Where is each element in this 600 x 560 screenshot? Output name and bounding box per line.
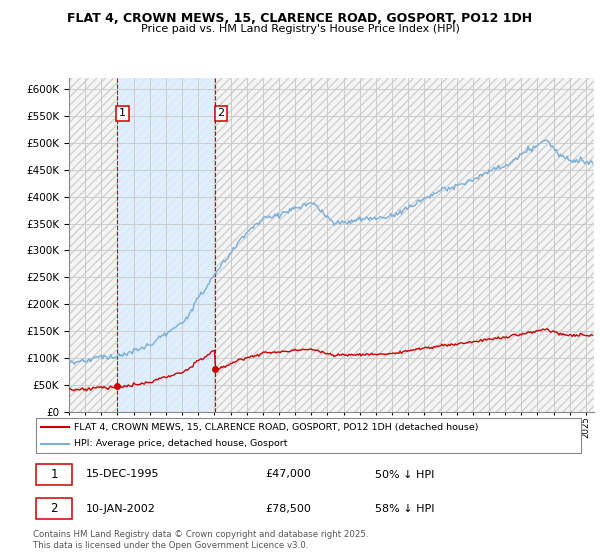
Text: FLAT 4, CROWN MEWS, 15, CLARENCE ROAD, GOSPORT, PO12 1DH: FLAT 4, CROWN MEWS, 15, CLARENCE ROAD, G… <box>67 12 533 25</box>
Text: FLAT 4, CROWN MEWS, 15, CLARENCE ROAD, GOSPORT, PO12 1DH (detached house): FLAT 4, CROWN MEWS, 15, CLARENCE ROAD, G… <box>74 423 479 432</box>
FancyBboxPatch shape <box>36 418 581 453</box>
Text: 50% ↓ HPI: 50% ↓ HPI <box>375 469 434 479</box>
Text: HPI: Average price, detached house, Gosport: HPI: Average price, detached house, Gosp… <box>74 439 288 448</box>
Text: 10-JAN-2002: 10-JAN-2002 <box>85 503 155 514</box>
Text: Price paid vs. HM Land Registry's House Price Index (HPI): Price paid vs. HM Land Registry's House … <box>140 24 460 34</box>
Text: 1: 1 <box>50 468 58 481</box>
Text: Contains HM Land Registry data © Crown copyright and database right 2025.
This d: Contains HM Land Registry data © Crown c… <box>33 530 368 550</box>
Text: 2: 2 <box>217 109 224 118</box>
Text: £78,500: £78,500 <box>265 503 311 514</box>
Text: 58% ↓ HPI: 58% ↓ HPI <box>375 503 435 514</box>
Text: 1: 1 <box>119 109 126 118</box>
Text: £47,000: £47,000 <box>265 469 311 479</box>
FancyBboxPatch shape <box>36 498 71 519</box>
Bar <box>117 78 215 412</box>
FancyBboxPatch shape <box>36 464 71 485</box>
Text: 15-DEC-1995: 15-DEC-1995 <box>85 469 159 479</box>
Text: 2: 2 <box>50 502 58 515</box>
